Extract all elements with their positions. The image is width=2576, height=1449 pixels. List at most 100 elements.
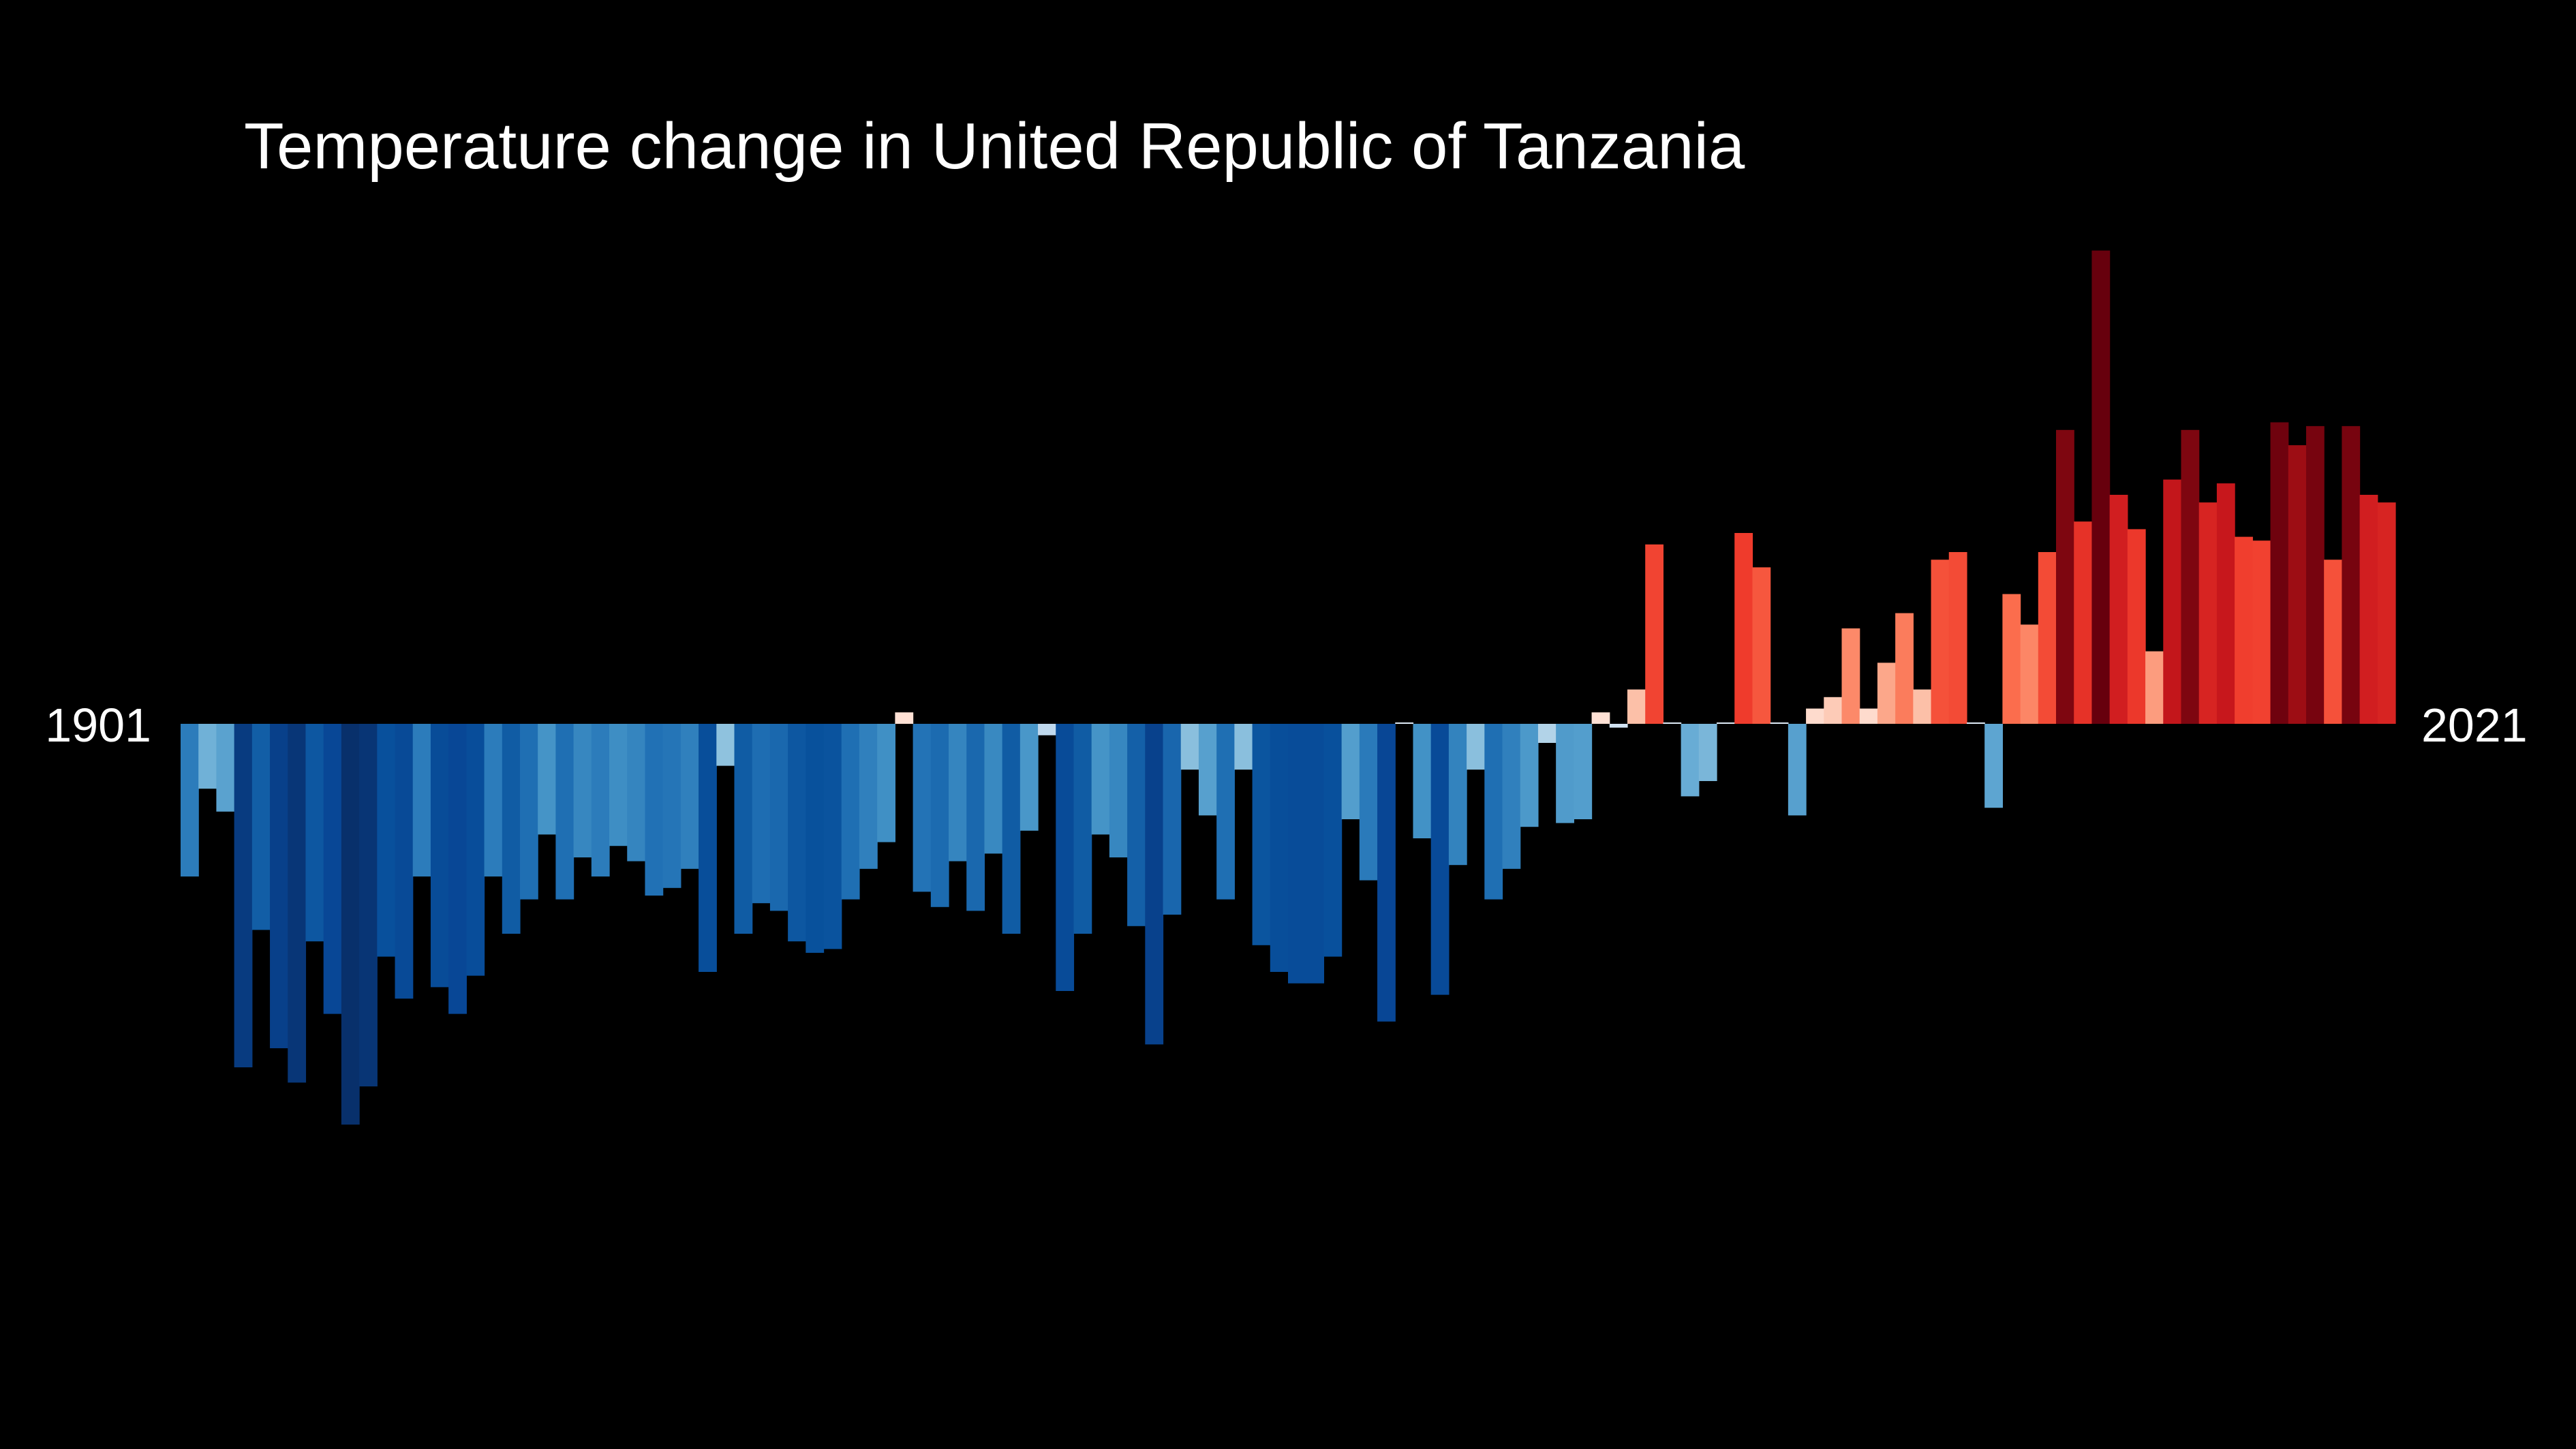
- bar-1941: [895, 712, 914, 724]
- bar-1920: [519, 724, 538, 900]
- bar-1944: [949, 724, 967, 861]
- bar-1957: [1180, 724, 1199, 770]
- bar-1919: [502, 724, 521, 934]
- bar-2013: [2181, 429, 2200, 724]
- bar-1999: [1931, 560, 1950, 724]
- bar-1909: [323, 724, 342, 1014]
- bar-1972: [1448, 724, 1467, 866]
- bar-2016: [2235, 536, 2253, 724]
- bar-1993: [1824, 697, 1843, 724]
- bar-2014: [2198, 502, 2218, 724]
- bar-1918: [484, 724, 503, 876]
- bar-2024: [2377, 502, 2396, 724]
- bar-1913: [395, 724, 414, 999]
- bar-1945: [966, 724, 985, 911]
- bar-1937: [823, 724, 842, 949]
- bar-1975: [1502, 724, 1521, 869]
- bar-2010: [2127, 529, 2146, 724]
- bar-1991: [1788, 724, 1807, 816]
- bar-1946: [984, 724, 1003, 854]
- bar-1922: [555, 724, 574, 900]
- bar-2009: [2109, 495, 2128, 724]
- bar-1971: [1430, 724, 1450, 995]
- bar-2006: [2056, 429, 2074, 724]
- bar-1964: [1306, 724, 1325, 983]
- bar-2007: [2074, 521, 2093, 724]
- bar-2003: [2002, 594, 2021, 724]
- bar-2021: [2324, 560, 2342, 724]
- bar-1980: [1591, 712, 1610, 724]
- bar-1955: [1145, 724, 1164, 1045]
- bar-2022: [2342, 426, 2361, 724]
- bar-1904: [234, 724, 253, 1067]
- bar-1943: [930, 724, 949, 907]
- bar-2000: [1948, 552, 1967, 724]
- bar-1930: [699, 724, 717, 972]
- bars-group: [181, 250, 2396, 1125]
- bar-1952: [1091, 724, 1110, 835]
- bar-1933: [752, 724, 771, 904]
- bar-1956: [1163, 724, 1182, 915]
- bar-1908: [305, 724, 324, 942]
- bar-2018: [2270, 422, 2289, 724]
- bar-1949: [1038, 724, 1056, 735]
- bar-1979: [1574, 724, 1593, 819]
- bar-2015: [2216, 483, 2235, 724]
- end-year-label: 2021: [2421, 699, 2528, 752]
- bar-1967: [1359, 724, 1378, 881]
- bar-1917: [466, 724, 485, 976]
- bar-1990: [1770, 722, 1789, 724]
- bar-1961: [1252, 724, 1271, 945]
- bar-1939: [859, 724, 878, 869]
- bar-1989: [1752, 567, 1771, 724]
- bar-1935: [788, 724, 806, 942]
- bar-1951: [1073, 724, 1092, 934]
- bar-1928: [662, 724, 681, 888]
- bar-1950: [1056, 724, 1075, 991]
- bar-1901: [181, 724, 199, 876]
- bar-1938: [841, 724, 860, 900]
- bar-1926: [627, 724, 646, 861]
- start-year-label: 1901: [45, 699, 151, 752]
- bar-1965: [1323, 724, 1343, 957]
- bar-1976: [1520, 724, 1539, 827]
- bar-1962: [1270, 724, 1289, 972]
- chart-title: Temperature change in United Republic of…: [244, 110, 1745, 183]
- bar-2011: [2145, 651, 2164, 724]
- bar-1931: [716, 724, 735, 766]
- bar-1914: [412, 724, 431, 876]
- bar-1953: [1109, 724, 1128, 857]
- bar-2020: [2305, 426, 2325, 724]
- bar-1969: [1395, 722, 1414, 724]
- bar-1927: [645, 724, 664, 896]
- bar-1995: [1859, 708, 1878, 724]
- bar-1910: [341, 724, 360, 1125]
- bar-1978: [1556, 724, 1574, 823]
- bar-1924: [591, 724, 610, 876]
- bar-2008: [2091, 250, 2111, 724]
- bar-1911: [359, 724, 378, 1086]
- bar-1959: [1216, 724, 1235, 900]
- bar-2017: [2252, 540, 2271, 724]
- bar-1987: [1717, 722, 1735, 724]
- bar-1992: [1806, 708, 1824, 724]
- bar-1947: [1002, 724, 1021, 934]
- bar-1907: [288, 724, 307, 1083]
- bar-1983: [1645, 544, 1663, 724]
- bar-1977: [1537, 724, 1557, 743]
- bar-1994: [1841, 628, 1860, 724]
- bar-1936: [806, 724, 825, 953]
- bar-1963: [1288, 724, 1306, 983]
- bar-1940: [877, 724, 895, 842]
- bar-2023: [2359, 495, 2378, 724]
- bar-1970: [1413, 724, 1432, 838]
- bar-1902: [198, 724, 217, 789]
- bar-1982: [1627, 689, 1646, 724]
- bar-1997: [1895, 613, 1914, 724]
- bar-1905: [251, 724, 271, 930]
- bar-1921: [538, 724, 556, 835]
- bar-1960: [1234, 724, 1253, 770]
- bar-1988: [1734, 533, 1753, 724]
- bar-1973: [1467, 724, 1485, 770]
